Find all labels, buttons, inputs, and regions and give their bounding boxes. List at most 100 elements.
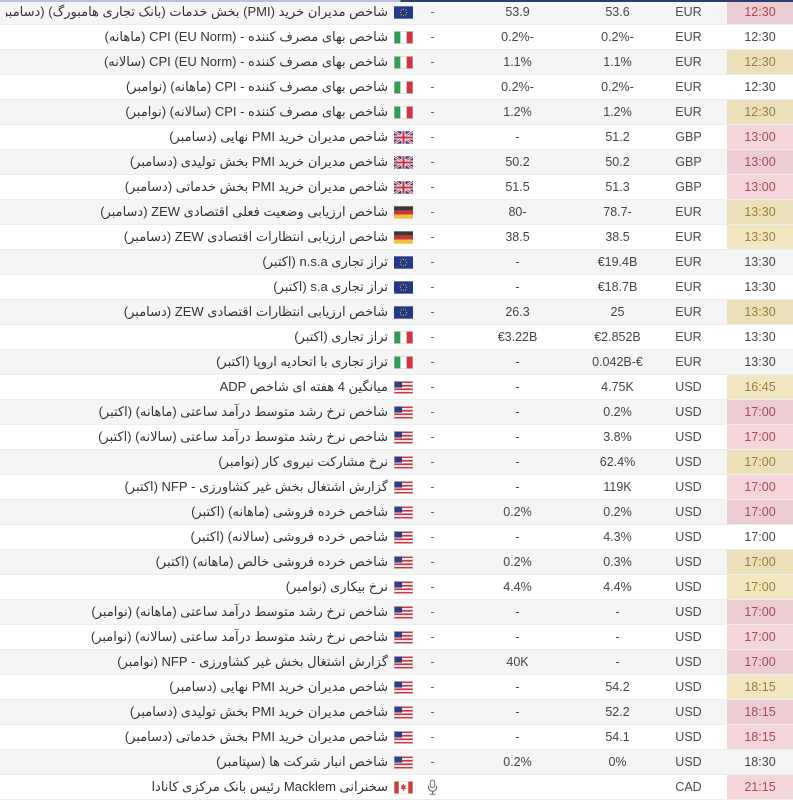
currency-code: USD (675, 455, 702, 469)
event-time: 17:00 (727, 575, 793, 599)
flag-icon-eu (394, 305, 413, 319)
currency-code: USD (675, 430, 702, 444)
actual-value: - (430, 5, 435, 19)
actual-value: - (430, 630, 435, 644)
calendar-row[interactable]: 13:00 GBP 51.3 51.5 - شاخص مدیران خرید PMI بخ… (0, 175, 793, 200)
calendar-row[interactable]: 16:45 USD 4.75K - - میانگین 4 هفته ای شاخص AD… (0, 375, 793, 400)
event-cell: شاخص نرخ رشد متوسط درآمد ساعتی (سالانه) … (0, 425, 415, 449)
actual-value: - (430, 555, 435, 569)
forecast-value: 1.1% (503, 55, 532, 69)
calendar-row[interactable]: 17:00 USD 62.4% - - نرخ مشارکت نیروی کار (نوا… (0, 450, 793, 475)
event-title: شاخص نرخ رشد متوسط درآمد ساعتی (ماهانه) … (91, 604, 388, 619)
currency-code: GBP (675, 180, 702, 194)
event-cell: تراز تجاری با اتحادیه اروپا (اکتبر) (0, 350, 415, 374)
forecast-value: €3.22B (497, 330, 538, 344)
event-cell: شاخص خرده فروشی خالص (ماهانه) (اکتبر) (0, 550, 415, 574)
calendar-row[interactable]: 18:15 USD 54.1 - - شاخص مدیران خرید PMI بخش خ… (0, 725, 793, 750)
event-cell: سخنرانی Macklem رئیس بانک مرکزی کانادا (0, 775, 415, 799)
event-time: 13:30 (744, 330, 776, 344)
calendar-row[interactable]: 17:00 USD 4.3% - - شاخص خرده فروشی (سالانه) (… (0, 525, 793, 550)
event-time: 13:30 (744, 255, 776, 269)
actual-value: - (430, 380, 435, 394)
forecast-value: 26.3 (505, 305, 530, 319)
actual-value: - (430, 55, 435, 69)
currency-code: EUR (675, 55, 702, 69)
event-cell: میانگین 4 هفته ای شاخص ADP (0, 375, 415, 399)
flag-icon-us (394, 505, 413, 519)
calendar-row[interactable]: 13:30 EUR €2.852B €3.22B - تراز تجاری (اکتبر) (0, 325, 793, 350)
previous-value: 51.3 (605, 180, 630, 194)
previous-value: €19.4B (597, 255, 638, 269)
previous-value: 0.3% (603, 555, 632, 569)
previous-value: 119K (603, 480, 632, 494)
previous-value: 4.3% (603, 530, 632, 544)
event-cell: شاخص مدیران خرید (PMI) بخش خدمات (بانک ت… (0, 0, 415, 24)
calendar-row[interactable]: 13:30 EUR 0.042B-€ - - تراز تجاری با اتحادیه … (0, 350, 793, 375)
event-title: شاخص خرده فروشی خالص (ماهانه) (اکتبر) (155, 554, 388, 569)
previous-value: 0.2% (603, 405, 632, 419)
calendar-row[interactable]: 18:15 USD 52.2 - - شاخص مدیران خرید PMI بخش ت… (0, 700, 793, 725)
flag-icon-de (394, 205, 413, 219)
calendar-row[interactable]: 13:30 EUR €19.4B - - تراز تجاری n.s.a (اکتبر) (0, 250, 793, 275)
calendar-row[interactable]: 17:00 USD 0.3% 0.2% - شاخص خرده فروشی خالص (م… (0, 550, 793, 575)
forecast-value: 0.2% (503, 755, 532, 769)
forecast-value: - (515, 280, 520, 294)
forecast-value: - (515, 705, 520, 719)
event-title: نرخ بیکاری (نوامبر) (285, 579, 388, 594)
event-cell: شاخص مدیران خرید PMI بخش تولیدی (دسامبر) (0, 700, 415, 724)
event-title: شاخص خرده فروشی (ماهانه) (اکتبر) (191, 504, 388, 519)
calendar-row[interactable]: 13:30 EUR 25 26.3 - شاخص ارزیابی انتظارات اقت… (0, 300, 793, 325)
calendar-row[interactable]: 12:30 EUR 1.2% 1.2% - شاخص بهای مصرف کننده - … (0, 100, 793, 125)
calendar-row[interactable]: 17:00 USD 0.2% - - شاخص نرخ رشد متوسط درآمد س… (0, 400, 793, 425)
currency-code: CAD (675, 780, 702, 794)
event-title: تراز تجاری s.a (اکتبر) (273, 279, 388, 294)
calendar-row[interactable]: 17:00 USD 0.2% 0.2% - شاخص خرده فروشی (ماهانه… (0, 500, 793, 525)
calendar-row[interactable]: 18:30 USD 0% 0.2% - شاخص انبار شرکت ها (سپتام… (0, 750, 793, 775)
event-title: میانگین 4 هفته ای شاخص ADP (219, 379, 388, 394)
calendar-row[interactable]: 18:15 USD 54.2 - - شاخص مدیران خرید PMI نهایی… (0, 675, 793, 700)
currency-code: USD (675, 655, 702, 669)
currency-code: USD (675, 580, 702, 594)
event-cell: گزارش اشتغال بخش غیر کشاورزی - NFP (اکتب… (0, 475, 415, 499)
previous-value: 25 (610, 305, 625, 319)
flag-icon-us (394, 455, 413, 469)
forecast-value: 50.2 (505, 155, 530, 169)
calendar-row[interactable]: 17:00 USD 3.8% - - شاخص نرخ رشد متوسط درآمد س… (0, 425, 793, 450)
forecast-value: - (515, 680, 520, 694)
calendar-row[interactable]: 13:30 EUR 78.7- 80- - شاخص ارزیابی وضعیت فعلی… (0, 200, 793, 225)
event-cell: نرخ بیکاری (نوامبر) (0, 575, 415, 599)
event-title: شاخص نرخ رشد متوسط درآمد ساعتی (ماهانه) … (98, 404, 388, 419)
calendar-row[interactable]: 13:00 GBP 51.2 - - شاخص مدیران خرید PMI نهایی… (0, 125, 793, 150)
event-title: نرخ مشارکت نیروی کار (نوامبر) (218, 454, 388, 469)
forecast-value: - (515, 380, 520, 394)
calendar-row[interactable]: 21:15 CAD سخنرانی Macklem رئیس بانک مرکزی … (0, 775, 793, 800)
event-cell: شاخص ارزیابی انتظارات اقتصادی ZEW (دسامب… (0, 300, 415, 324)
flag-icon-us (394, 405, 413, 419)
flag-icon-us (394, 605, 413, 619)
flag-icon-it (394, 80, 413, 94)
calendar-row[interactable]: 17:00 USD 119K - - گزارش اشتغال بخش غیر کشاور… (0, 475, 793, 500)
event-title: شاخص مدیران خرید PMI بخش خدماتی (دسامبر) (124, 179, 388, 194)
calendar-row[interactable]: 17:00 USD - - - شاخص نرخ رشد متوسط درآمد ساعت… (0, 600, 793, 625)
event-time: 13:30 (727, 200, 793, 224)
previous-value: 0.2% (603, 505, 632, 519)
event-time: 12:30 (727, 0, 793, 24)
event-title: تراز تجاری n.s.a (اکتبر) (262, 254, 388, 269)
calendar-row[interactable]: 17:00 USD 4.4% 4.4% - نرخ بیکاری (نوامبر) (0, 575, 793, 600)
event-cell: نرخ مشارکت نیروی کار (نوامبر) (0, 450, 415, 474)
calendar-row[interactable]: 12:30 EUR 1.1% 1.1% - شاخص بهای مصرف کننده - … (0, 50, 793, 75)
currency-code: EUR (675, 280, 702, 294)
calendar-row[interactable]: 12:30 EUR 0.2%- 0.2%- - شاخص بهای مصرف کننده … (0, 75, 793, 100)
calendar-row[interactable]: 17:00 USD - - - شاخص نرخ رشد متوسط درآمد ساعت… (0, 625, 793, 650)
calendar-row[interactable]: 12:30 EUR 0.2%- 0.2%- - شاخص بهای مصرف کننده … (0, 25, 793, 50)
actual-value: - (430, 605, 435, 619)
event-title: شاخص مدیران خرید PMI بخش تولیدی (دسامبر) (129, 704, 388, 719)
forecast-value: 0.2% (503, 555, 532, 569)
calendar-row[interactable]: 13:00 GBP 50.2 50.2 - شاخص مدیران خرید PMI بخ… (0, 150, 793, 175)
actual-value: - (430, 205, 435, 219)
calendar-row[interactable]: 17:00 USD - 40K - گزارش اشتغال بخش غیر کشاورز… (0, 650, 793, 675)
previous-value: 0% (608, 755, 627, 769)
calendar-row[interactable]: 12:30 EUR 53.6 53.9 - شاخص مدیران خرید (PMI) … (0, 0, 793, 25)
calendar-row[interactable]: 13:30 EUR 38.5 38.5 - شاخص ارزیابی انتظارات ا… (0, 225, 793, 250)
calendar-row[interactable]: 13:30 EUR €18.7B - - تراز تجاری s.a (اکتبر) (0, 275, 793, 300)
